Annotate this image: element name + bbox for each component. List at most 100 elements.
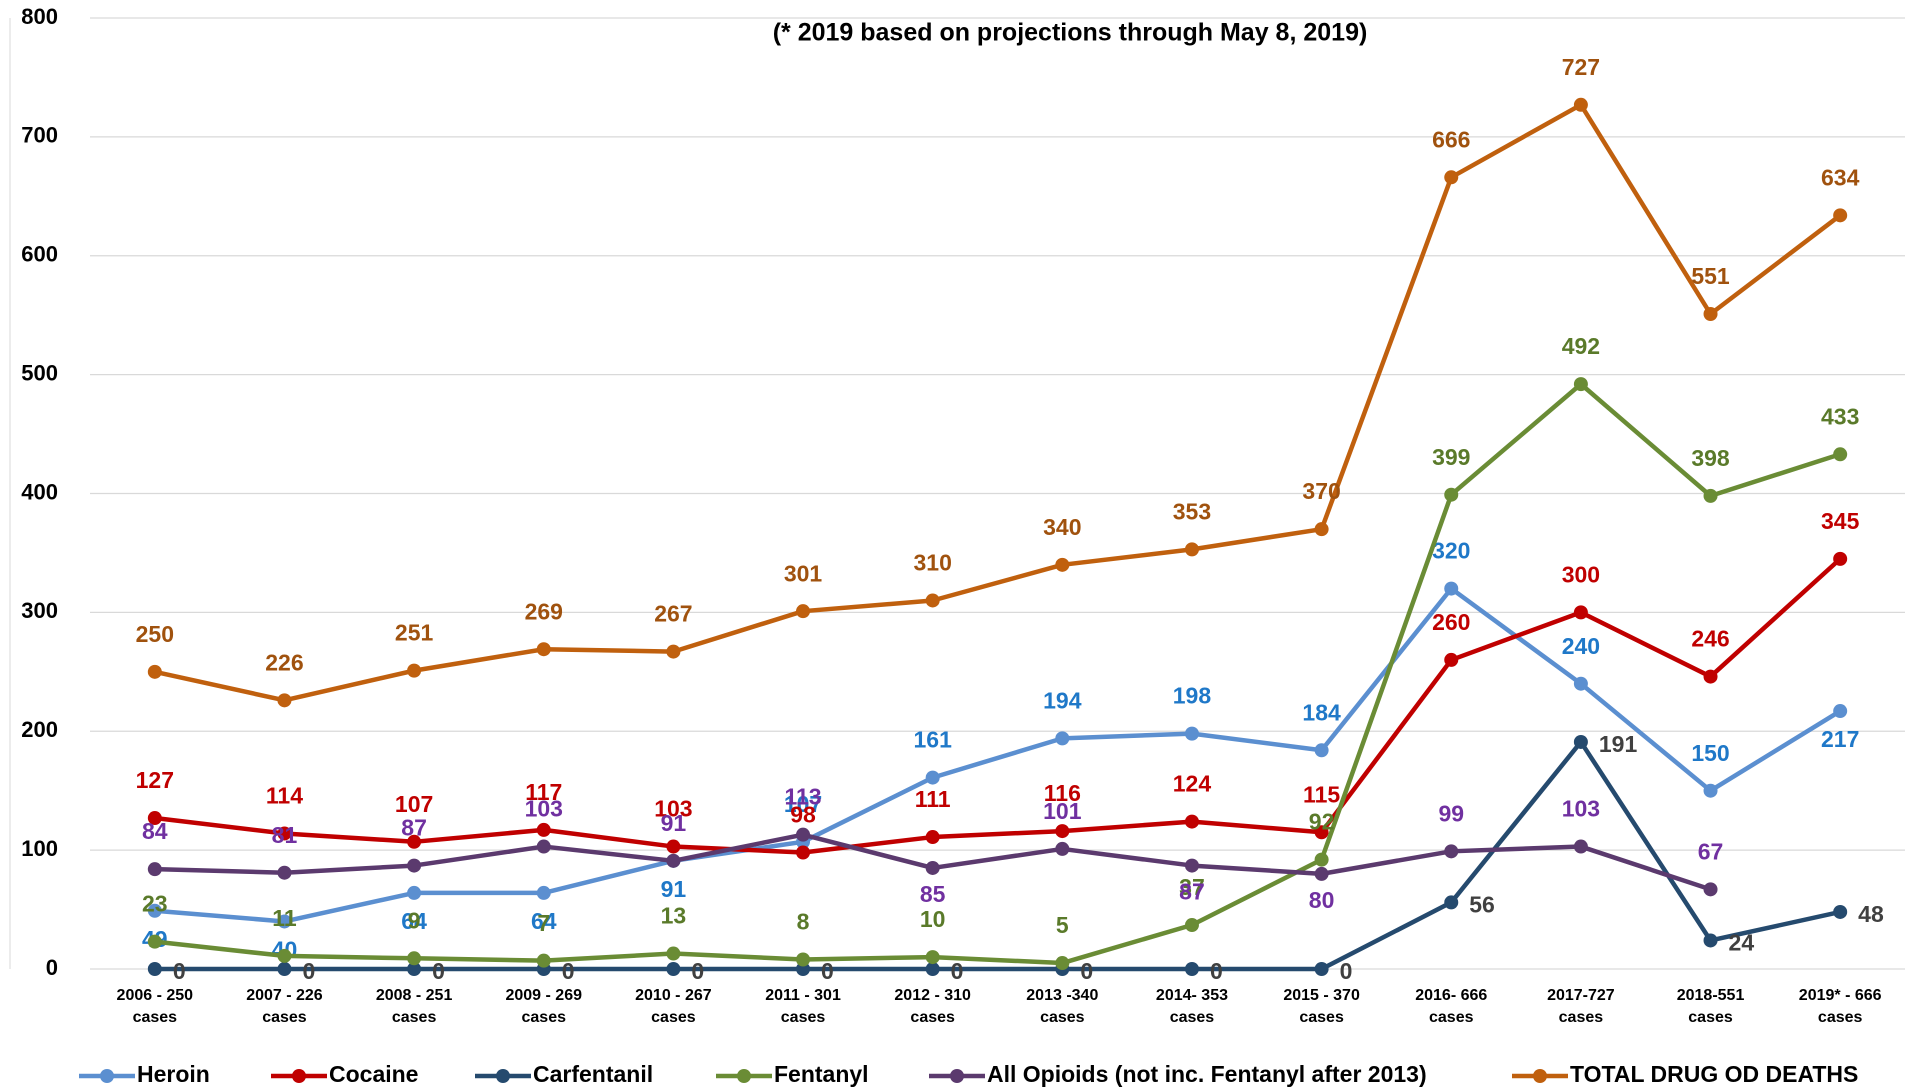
data-label: 194	[1043, 687, 1082, 713]
x-tick-label: 2018-551 cases	[1676, 987, 1745, 1026]
data-label: 250	[136, 621, 174, 647]
data-point	[407, 962, 422, 976]
data-point	[1573, 734, 1588, 749]
data-point	[1573, 676, 1588, 691]
data-point	[277, 948, 292, 963]
data-point	[1573, 839, 1588, 854]
data-label: 111	[915, 786, 951, 812]
data-point	[277, 826, 292, 841]
data-point	[1833, 704, 1848, 719]
data-point	[147, 862, 162, 877]
data-label: 634	[1821, 164, 1860, 190]
data-label: 0	[691, 958, 704, 984]
legend-marker	[1533, 1069, 1547, 1083]
data-label: 87	[1179, 879, 1205, 905]
y-tick-label: 500	[21, 360, 58, 385]
y-tick-label: 0	[46, 955, 58, 980]
data-label: 85	[920, 881, 946, 907]
data-point	[147, 962, 162, 976]
y-tick-label: 600	[21, 242, 58, 267]
data-point	[536, 642, 551, 657]
data-point	[1703, 933, 1718, 948]
data-label: 340	[1043, 514, 1081, 540]
data-label: 0	[821, 958, 834, 984]
data-point	[147, 903, 162, 918]
x-tick-label: 2016- 666 cases	[1415, 987, 1488, 1026]
data-label: 320	[1432, 538, 1470, 564]
legend-label: All Opioids (not inc. Fentanyl after 201…	[987, 1061, 1427, 1087]
data-label: 64	[531, 908, 557, 934]
data-label: 23	[142, 891, 168, 917]
y-tick-label: 200	[21, 717, 58, 742]
data-label: 246	[1691, 626, 1729, 652]
data-label: 0	[951, 958, 964, 984]
data-point	[1314, 522, 1329, 537]
data-point	[1184, 918, 1199, 933]
data-label: 91	[661, 876, 687, 902]
series-line	[154, 586, 1842, 924]
y-tick-label: 400	[21, 479, 58, 504]
data-point	[1703, 783, 1718, 798]
data-point	[925, 830, 940, 845]
data-label: 0	[1080, 958, 1093, 984]
data-label: 127	[136, 767, 174, 793]
data-point	[407, 885, 422, 900]
data-label: 184	[1302, 699, 1341, 725]
data-label: 24	[1729, 930, 1755, 956]
data-point	[277, 865, 292, 880]
data-point	[1314, 866, 1329, 881]
y-tick-label: 700	[21, 123, 58, 148]
data-point	[796, 827, 811, 842]
data-label: 91	[661, 810, 687, 836]
data-label: 115	[1303, 781, 1340, 807]
data-point	[1184, 962, 1199, 976]
data-point	[1314, 852, 1329, 867]
y-tick-label: 300	[21, 598, 58, 623]
x-tick-label: 2008 - 251 cases	[375, 987, 453, 1026]
data-point	[1703, 882, 1718, 897]
data-point	[407, 951, 422, 966]
data-point	[666, 853, 681, 868]
data-label: 267	[654, 601, 692, 627]
data-label: 353	[1173, 498, 1211, 524]
data-point	[1444, 581, 1459, 596]
data-point	[796, 604, 811, 619]
data-label: 0	[432, 958, 445, 984]
data-label: 99	[1438, 800, 1464, 826]
data-point	[1573, 377, 1588, 392]
data-label: 0	[562, 958, 575, 984]
data-point	[536, 953, 551, 968]
data-point	[536, 885, 551, 900]
data-point	[1184, 726, 1199, 741]
data-label: 13	[661, 903, 687, 929]
data-label: 98	[790, 802, 816, 828]
series-line	[154, 557, 1842, 855]
data-label: 107	[784, 791, 822, 817]
legend-label: TOTAL DRUG OD DEATHS	[1570, 1061, 1858, 1087]
series-line	[154, 381, 1841, 966]
data-label: 103	[654, 796, 692, 822]
data-label: 11	[272, 905, 297, 931]
data-point	[147, 934, 162, 949]
data-label: 301	[784, 560, 823, 586]
data-point	[666, 644, 681, 659]
data-point	[1444, 844, 1459, 859]
data-point	[1573, 97, 1588, 112]
data-point	[925, 770, 940, 785]
data-point	[796, 952, 811, 967]
x-tick-label: 2011 - 301 cases	[765, 987, 841, 1026]
series-line	[154, 739, 1841, 972]
data-point	[925, 860, 940, 875]
data-point	[925, 950, 940, 965]
x-tick-label: 2010 - 267 cases	[635, 987, 712, 1026]
data-label: 492	[1562, 333, 1600, 359]
legend-marker	[737, 1069, 751, 1083]
data-point	[666, 839, 681, 854]
x-tick-label: 2019* - 666 cases	[1798, 987, 1882, 1026]
legend-label: Fentanyl	[774, 1061, 869, 1087]
data-point	[1184, 542, 1199, 557]
data-label: 87	[401, 815, 427, 841]
data-label: 269	[525, 598, 563, 624]
